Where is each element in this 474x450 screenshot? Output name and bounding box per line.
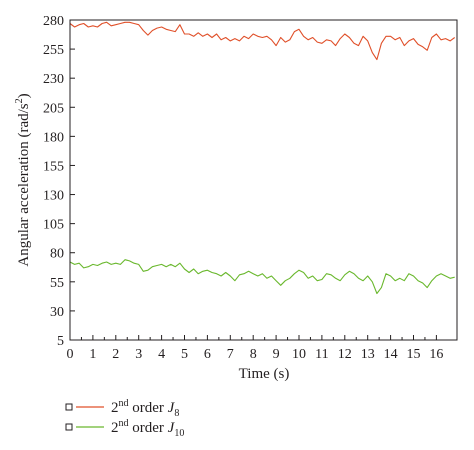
x-tick-label: 4 [158,347,165,362]
chart-series [69,21,456,295]
x-tick-label: 3 [135,347,142,362]
legend-label-part: nd [119,418,129,429]
y-axis-title-sup: 2 [14,98,25,103]
x-tick-label: 6 [204,347,211,362]
x-tick-label: 14 [384,347,398,362]
y-axis-title-main: Angular acceleration (rad/s [16,103,32,266]
legend-label-part: J [168,420,176,436]
y-tick-label: 205 [43,101,64,116]
legend-label-part: 10 [174,428,184,439]
plot-frame [69,19,458,341]
legend-label: 2nd order J10 [111,418,184,439]
legend-label-part: nd [119,398,129,409]
legend-label-part: order [129,400,168,416]
legend-label-part: 8 [174,408,179,419]
y-tick-label: 130 [43,189,64,204]
legend-label-part: J [168,400,176,416]
series-line-0 [69,21,456,61]
legend-label-part: 2 [111,400,119,416]
x-tick-label: 12 [338,347,352,362]
x-tick-label: 9 [273,347,280,362]
legend-marker [65,423,73,431]
x-tick-label: 8 [250,347,257,362]
y-tick-label: 180 [43,130,64,145]
legend-label-part: order [129,420,168,436]
y-tick-label: 230 [43,72,64,87]
y-axis-ticks: 5 30 55 80 105 130 155 180 205 230 255 280 [43,14,75,349]
series-line-1 [69,259,455,295]
x-tick-label: 13 [361,347,375,362]
x-tick-label: 2 [112,347,119,362]
x-tick-label: 10 [292,347,306,362]
y-tick-label: 80 [50,247,64,262]
legend-label: 2nd order J8 [111,398,179,419]
y-tick-label: 105 [43,218,64,233]
y-tick-label: 155 [43,159,64,174]
legend-marker [65,403,73,411]
x-tick-label: 11 [315,347,328,362]
x-tick-label: 7 [227,347,234,362]
y-axis-title-close: ) [16,93,32,98]
y-tick-label: 280 [43,14,64,29]
x-tick-label: 16 [429,347,443,362]
x-axis-ticks: 0 1 2 3 4 5 6 7 8 9 10 11 12 13 14 15 16 [67,335,443,362]
y-tick-label: 30 [50,305,64,320]
x-tick-label: 0 [67,347,74,362]
x-axis-title: Time (s) [239,366,290,382]
x-tick-label: 5 [181,347,188,362]
y-axis-title: Angular acceleration (rad/s2) [14,93,32,266]
y-tick-label: 5 [57,334,64,349]
x-tick-label: 15 [406,347,420,362]
legend-label-part: 2 [111,420,119,436]
x-tick-label: 1 [89,347,96,362]
y-tick-label: 55 [50,276,64,291]
y-tick-label: 255 [43,43,64,58]
